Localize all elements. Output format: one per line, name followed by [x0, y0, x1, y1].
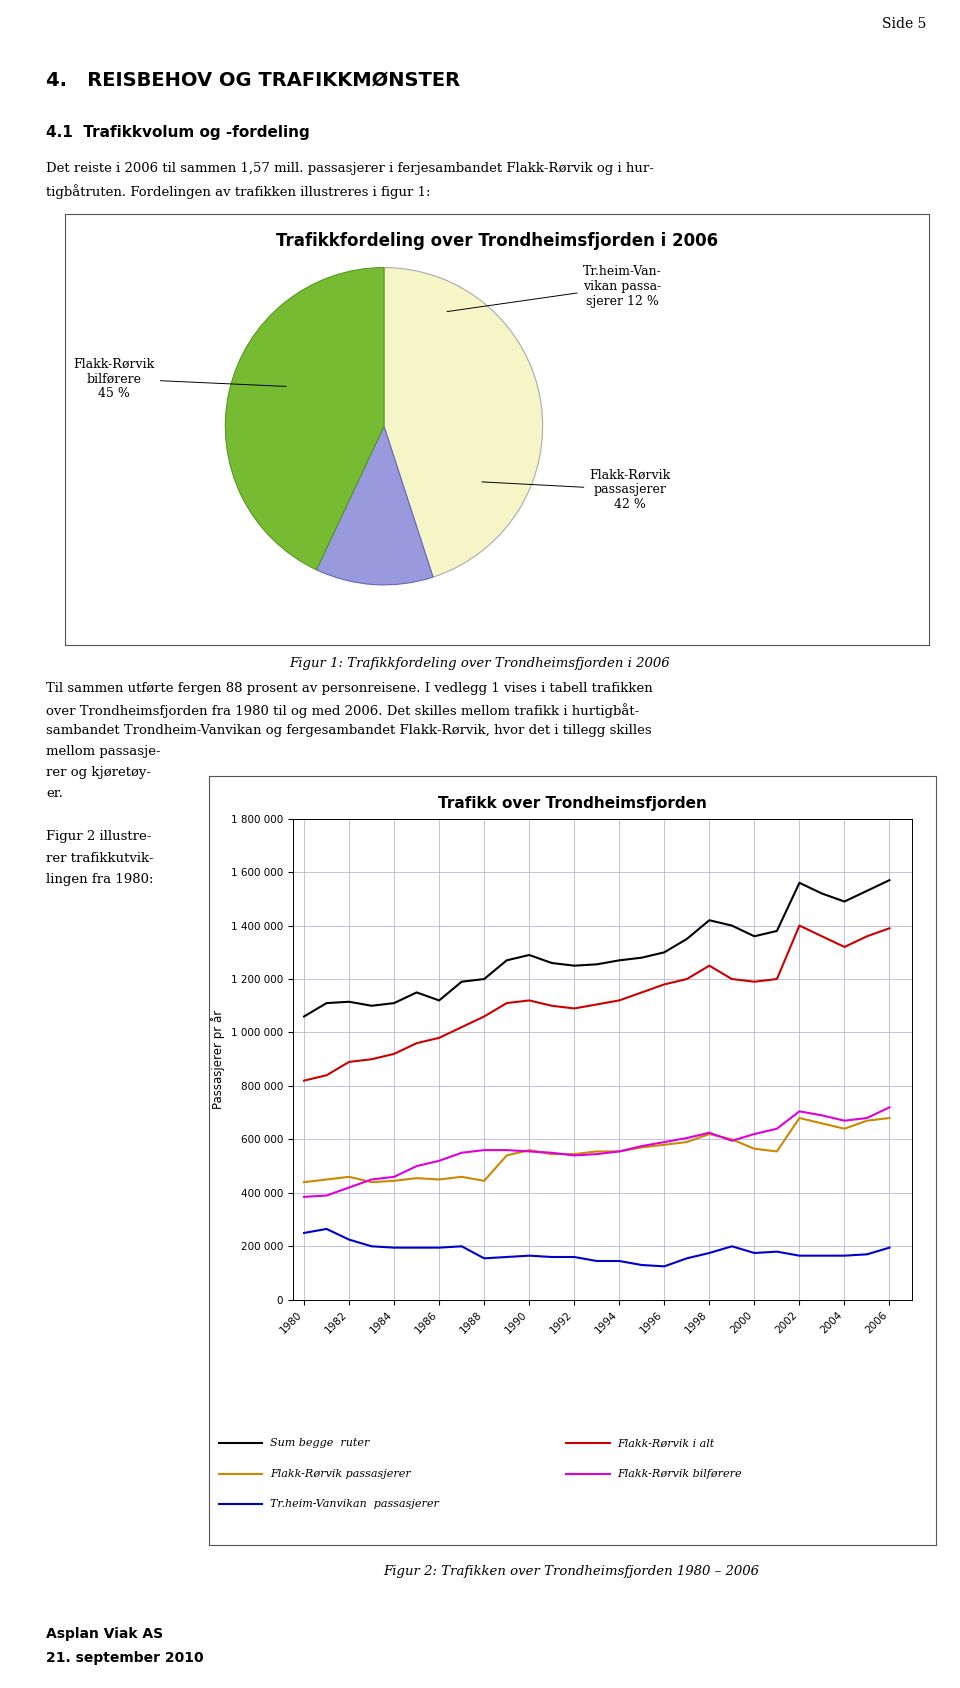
Wedge shape	[384, 267, 542, 577]
Text: Asplan Viak AS: Asplan Viak AS	[46, 1627, 163, 1641]
Text: Flakk-Rørvik
passasjerer
42 %: Flakk-Rørvik passasjerer 42 %	[482, 468, 671, 511]
Text: mellom passasje-: mellom passasje-	[46, 744, 160, 758]
Text: 4.   REISBEHOV OG TRAFIKKMØNSTER: 4. REISBEHOV OG TRAFIKKMØNSTER	[46, 71, 460, 89]
Wedge shape	[317, 425, 433, 584]
Text: Trafikkfordeling over Trondheimsfjorden i 2006: Trafikkfordeling over Trondheimsfjorden …	[276, 231, 718, 250]
Text: Figur 2 illustre-: Figur 2 illustre-	[46, 830, 152, 844]
Text: Tr.heim-Van-
vikan passa-
sjerer 12 %: Tr.heim-Van- vikan passa- sjerer 12 %	[447, 265, 661, 312]
Text: Figur 1: Trafikkfordeling over Trondheimsfjorden i 2006: Figur 1: Trafikkfordeling over Trondheim…	[290, 657, 670, 670]
Text: Flakk-Rørvik bilførere: Flakk-Rørvik bilførere	[617, 1469, 742, 1479]
Text: Til sammen utførte fergen 88 prosent av personreisene. I vedlegg 1 vises i tabel: Til sammen utførte fergen 88 prosent av …	[46, 682, 653, 695]
Wedge shape	[226, 267, 384, 571]
Text: 4.1  Trafikkvolum og -fordeling: 4.1 Trafikkvolum og -fordeling	[46, 125, 310, 140]
Text: rer trafikkutvik-: rer trafikkutvik-	[46, 852, 154, 864]
Text: lingen fra 1980:: lingen fra 1980:	[46, 873, 154, 886]
Text: Det reiste i 2006 til sammen 1,57 mill. passasjerer i ferjesambandet Flakk-Rørvi: Det reiste i 2006 til sammen 1,57 mill. …	[46, 162, 654, 176]
Text: Side 5: Side 5	[882, 17, 926, 32]
Text: over Trondheimsfjorden fra 1980 til og med 2006. Det skilles mellom trafikk i hu: over Trondheimsfjorden fra 1980 til og m…	[46, 702, 639, 717]
Text: 21. september 2010: 21. september 2010	[46, 1651, 204, 1664]
Text: sambandet Trondheim-Vanvikan og fergesambandet Flakk-Rørvik, hvor det i tillegg : sambandet Trondheim-Vanvikan og fergesam…	[46, 724, 652, 738]
Text: Flakk-Rørvik passasjerer: Flakk-Rørvik passasjerer	[270, 1469, 411, 1479]
Y-axis label: Passasjerer pr år: Passasjerer pr år	[211, 1009, 226, 1109]
Text: Flakk-Rørvik i alt: Flakk-Rørvik i alt	[617, 1438, 714, 1448]
Text: Trafikk over Trondheimsfjorden: Trafikk over Trondheimsfjorden	[438, 795, 708, 810]
Text: Flakk-Rørvik
bilførere
45 %: Flakk-Rørvik bilførere 45 %	[74, 358, 286, 400]
Text: tigbåtruten. Fordelingen av trafikken illustreres i figur 1:: tigbåtruten. Fordelingen av trafikken il…	[46, 184, 431, 199]
Text: er.: er.	[46, 787, 63, 800]
Text: rer og kjøretøy-: rer og kjøretøy-	[46, 766, 151, 780]
Text: Sum begge  ruter: Sum begge ruter	[270, 1438, 370, 1448]
Text: Figur 2: Trafikken over Trondheimsfjorden 1980 – 2006: Figur 2: Trafikken over Trondheimsfjorde…	[383, 1565, 759, 1578]
Text: Tr.heim-Vanvikan  passasjerer: Tr.heim-Vanvikan passasjerer	[270, 1499, 439, 1509]
